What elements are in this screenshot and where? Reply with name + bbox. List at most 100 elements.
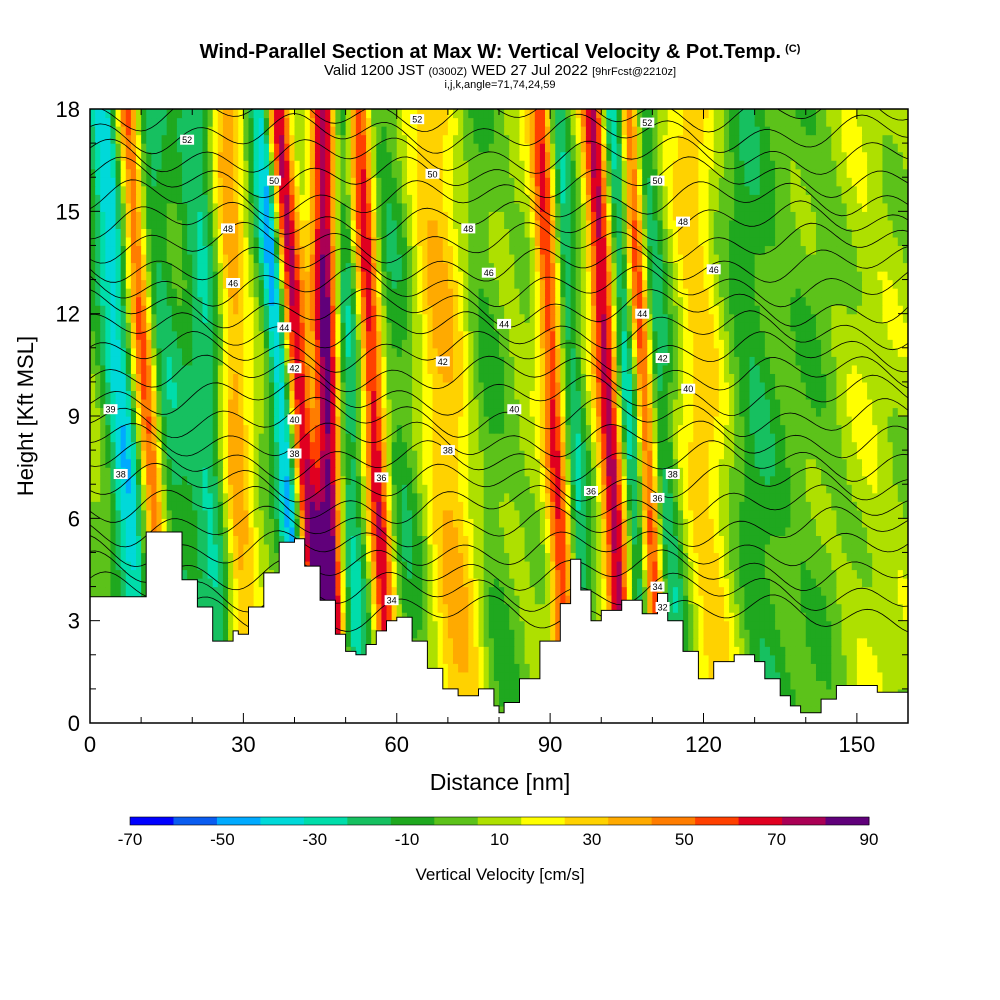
velocity-cell <box>130 535 137 545</box>
velocity-cell <box>125 467 132 477</box>
velocity-cell <box>764 603 771 613</box>
velocity-cell <box>376 569 383 579</box>
velocity-cell <box>514 484 521 494</box>
velocity-cell <box>268 492 275 502</box>
velocity-cell <box>580 467 587 477</box>
velocity-cell <box>427 560 434 571</box>
velocity-cell <box>785 688 792 699</box>
velocity-cell <box>565 535 572 545</box>
velocity-cell <box>611 526 618 536</box>
velocity-cell <box>330 569 336 579</box>
velocity-cell <box>836 620 843 630</box>
velocity-cell <box>560 518 567 528</box>
velocity-cell <box>867 552 873 562</box>
velocity-cell <box>764 586 771 596</box>
velocity-cell <box>519 654 526 664</box>
velocity-cell <box>514 680 521 690</box>
velocity-cell <box>785 646 792 656</box>
velocity-cell <box>294 518 301 528</box>
velocity-cell <box>524 467 531 477</box>
velocity-cell <box>524 535 531 545</box>
velocity-cell <box>688 560 694 571</box>
velocity-cell <box>642 475 648 485</box>
velocity-cell <box>560 578 567 588</box>
velocity-cell <box>810 458 817 468</box>
velocity-cell <box>320 543 326 554</box>
velocity-cell <box>652 475 659 485</box>
velocity-cell <box>718 543 725 554</box>
velocity-cell <box>800 535 807 545</box>
velocity-cell <box>473 552 480 562</box>
velocity-cell <box>637 484 643 494</box>
velocity-cell <box>637 467 643 477</box>
velocity-cell <box>754 518 761 528</box>
velocity-cell <box>856 569 863 579</box>
velocity-cell <box>867 629 873 639</box>
velocity-cell <box>371 543 377 554</box>
velocity-cell <box>217 620 224 630</box>
velocity-cell <box>340 458 347 468</box>
velocity-cell <box>892 492 899 502</box>
velocity-cell <box>202 543 209 554</box>
velocity-cell <box>504 475 510 485</box>
velocity-cell <box>815 501 822 511</box>
velocity-cell <box>800 569 807 579</box>
velocity-cell <box>647 603 653 613</box>
velocity-cell <box>499 612 505 622</box>
velocity-cell <box>867 620 873 630</box>
velocity-cell <box>478 578 485 588</box>
velocity-cell <box>468 688 475 699</box>
velocity-cell <box>488 671 495 681</box>
velocity-cell <box>156 492 163 502</box>
velocity-cell <box>458 688 464 699</box>
velocity-cell <box>488 552 495 562</box>
velocity-cell <box>452 671 459 681</box>
velocity-cell <box>366 484 372 494</box>
velocity-cell <box>499 526 505 536</box>
velocity-cell <box>693 492 699 502</box>
velocity-cell <box>100 543 106 554</box>
velocity-cell <box>718 518 725 528</box>
velocity-cell <box>299 467 306 477</box>
velocity-cell <box>391 578 398 588</box>
velocity-cell <box>452 629 459 639</box>
velocity-cell <box>422 595 429 605</box>
velocity-cell <box>432 475 439 485</box>
velocity-cell <box>836 637 843 647</box>
velocity-cell <box>437 637 444 647</box>
velocity-cell <box>222 595 229 605</box>
velocity-cell <box>555 560 561 571</box>
velocity-cell <box>637 535 643 545</box>
velocity-cell <box>749 620 756 630</box>
velocity-cell <box>386 484 393 494</box>
velocity-cell <box>805 526 812 536</box>
velocity-cell <box>417 552 423 562</box>
velocity-cell <box>585 492 592 502</box>
velocity-cell <box>698 458 705 468</box>
velocity-cell <box>698 671 705 681</box>
velocity-cell <box>693 509 699 519</box>
velocity-cell <box>182 484 188 494</box>
velocity-cell <box>437 543 444 554</box>
velocity-cell <box>371 475 377 485</box>
velocity-cell <box>238 586 244 596</box>
velocity-cell <box>355 492 362 502</box>
velocity-cell <box>499 509 505 519</box>
velocity-cell <box>233 569 239 579</box>
velocity-cell <box>856 543 863 554</box>
velocity-cell <box>422 629 429 639</box>
velocity-cell <box>412 526 418 536</box>
velocity-cell <box>325 586 331 596</box>
velocity-cell <box>831 458 838 468</box>
velocity-cell <box>202 509 209 519</box>
velocity-cell <box>713 603 720 613</box>
velocity-cell <box>350 492 357 502</box>
velocity-cell <box>371 569 377 579</box>
velocity-cell <box>672 612 679 622</box>
velocity-cell <box>821 595 827 605</box>
velocity-cell <box>841 492 848 502</box>
velocity-cell <box>529 535 536 545</box>
velocity-cell <box>565 543 572 554</box>
velocity-cell <box>662 578 669 588</box>
